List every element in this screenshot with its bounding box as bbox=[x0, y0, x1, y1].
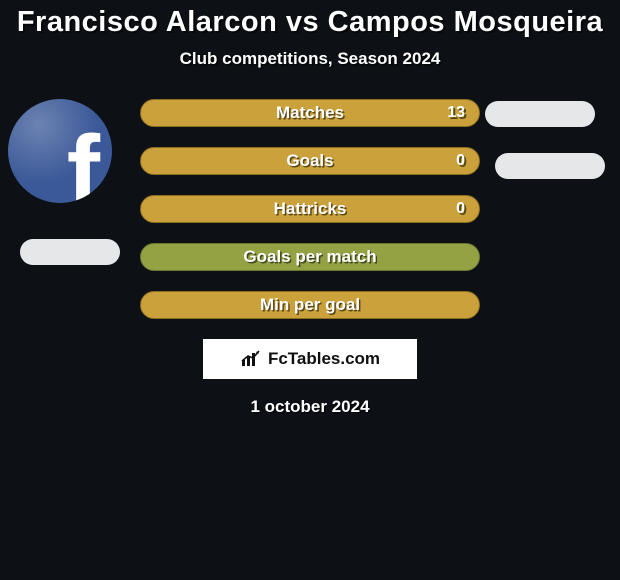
stat-bar-label: Goals per match bbox=[243, 247, 376, 267]
attribution-text: FcTables.com bbox=[268, 349, 380, 369]
attribution-badge: FcTables.com bbox=[203, 339, 417, 379]
snapshot-date: 1 october 2024 bbox=[0, 397, 620, 417]
player-left-avatar bbox=[8, 99, 112, 203]
stat-bar-value: 0 bbox=[456, 200, 465, 218]
player-left-flag bbox=[20, 239, 120, 265]
stat-bar-label: Min per goal bbox=[260, 295, 360, 315]
stat-bar: Goals per match bbox=[140, 243, 480, 271]
stat-bar: Matches 13 bbox=[140, 99, 480, 127]
comparison-panel: Matches 13 Goals 0 Hattricks 0 Goals per match… bbox=[0, 99, 620, 417]
stat-bar: Goals 0 bbox=[140, 147, 480, 175]
facebook-icon bbox=[8, 99, 112, 203]
stat-bar-label: Hattricks bbox=[274, 199, 347, 219]
stat-bar-label: Matches bbox=[276, 103, 344, 123]
stat-bar-value: 13 bbox=[447, 104, 465, 122]
page-title: Francisco Alarcon vs Campos Mosqueira bbox=[0, 0, 620, 39]
player-right-flag-2 bbox=[495, 153, 605, 179]
stat-bar-value: 0 bbox=[456, 152, 465, 170]
chart-icon bbox=[240, 350, 262, 368]
stat-bar-label: Goals bbox=[286, 151, 333, 171]
stat-bar: Hattricks 0 bbox=[140, 195, 480, 223]
subtitle: Club competitions, Season 2024 bbox=[0, 49, 620, 69]
player-right-flag-1 bbox=[485, 101, 595, 127]
stat-bar: Min per goal bbox=[140, 291, 480, 319]
